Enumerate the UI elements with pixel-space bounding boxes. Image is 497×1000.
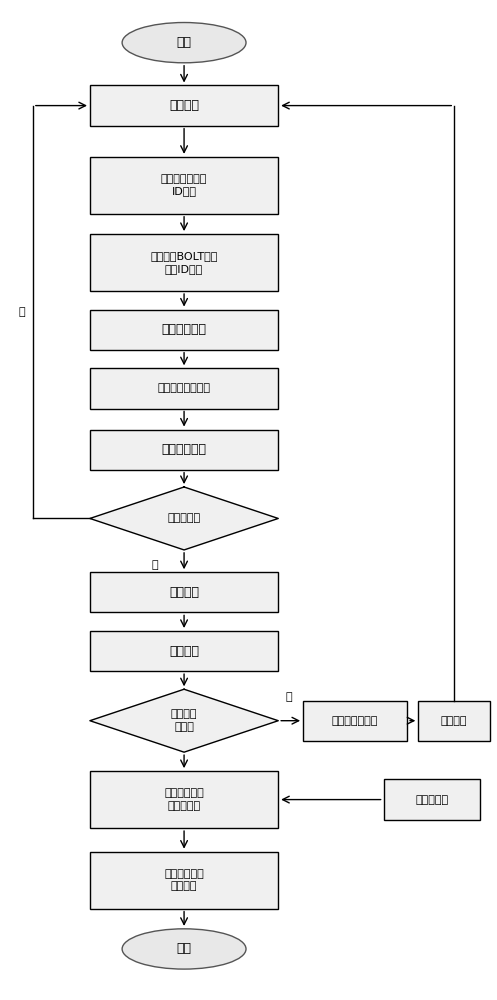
- Text: 边界及分析步定义: 边界及分析步定义: [158, 383, 211, 393]
- Ellipse shape: [122, 23, 246, 63]
- Text: 自动上传数据
管理系统: 自动上传数据 管理系统: [164, 869, 204, 891]
- Polygon shape: [90, 689, 278, 752]
- Text: 结果处理: 结果处理: [169, 645, 199, 658]
- Text: 是: 是: [19, 307, 25, 317]
- Ellipse shape: [122, 929, 246, 969]
- Text: 否: 否: [151, 560, 158, 570]
- FancyBboxPatch shape: [90, 852, 278, 909]
- Polygon shape: [90, 487, 278, 550]
- Text: 开始: 开始: [176, 36, 191, 49]
- Text: 分析结果
正确？: 分析结果 正确？: [171, 710, 197, 732]
- FancyBboxPatch shape: [303, 701, 407, 741]
- Text: 读取结果: 读取结果: [169, 586, 199, 599]
- Text: 建立连接文件: 建立连接文件: [162, 323, 207, 336]
- FancyBboxPatch shape: [90, 310, 278, 350]
- FancyBboxPatch shape: [384, 779, 480, 820]
- Text: 计算报错？: 计算报错？: [167, 513, 201, 523]
- Text: 各总成节点单元
ID重排: 各总成节点单元 ID重排: [161, 174, 207, 197]
- Text: 连接位置BOLT中心
节点ID定义: 连接位置BOLT中心 节点ID定义: [151, 251, 218, 274]
- Text: 提交计算分析: 提交计算分析: [162, 443, 207, 456]
- Text: 结束: 结束: [176, 942, 191, 955]
- FancyBboxPatch shape: [90, 85, 278, 126]
- Text: 模型搭建: 模型搭建: [169, 99, 199, 112]
- FancyBboxPatch shape: [90, 430, 278, 470]
- Text: 结果可视化查看: 结果可视化查看: [332, 716, 378, 726]
- FancyBboxPatch shape: [90, 157, 278, 214]
- FancyBboxPatch shape: [418, 701, 490, 741]
- FancyBboxPatch shape: [90, 771, 278, 828]
- Text: 否: 否: [286, 692, 292, 702]
- FancyBboxPatch shape: [90, 631, 278, 671]
- FancyBboxPatch shape: [90, 234, 278, 291]
- Text: 方案更改: 方案更改: [441, 716, 468, 726]
- Text: 设定目标值: 设定目标值: [415, 795, 448, 805]
- FancyBboxPatch shape: [90, 368, 278, 409]
- Text: 关键结果值、
曲线及图片: 关键结果值、 曲线及图片: [164, 788, 204, 811]
- FancyBboxPatch shape: [90, 572, 278, 612]
